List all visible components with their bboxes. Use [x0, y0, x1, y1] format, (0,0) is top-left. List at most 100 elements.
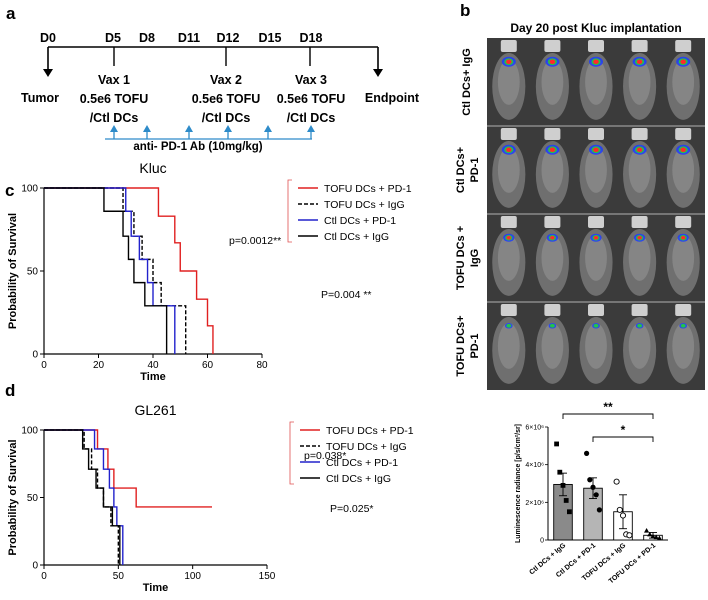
- mouse-body-highlight: [628, 235, 651, 281]
- mouse-holder: [675, 128, 692, 140]
- mouse-body-highlight: [672, 59, 695, 105]
- legend-label: TOFU DCs + PD-1: [324, 183, 412, 195]
- imaging-row-label: PD-1: [469, 157, 481, 182]
- signal-core: [636, 147, 643, 152]
- data-point: [560, 482, 566, 488]
- antibody-arrow-head-2: [185, 125, 193, 132]
- p-value-comparison: P=0.025*: [330, 503, 374, 515]
- signal-core: [549, 147, 556, 152]
- y-axis-title: Probability of Survival: [7, 439, 19, 555]
- mouse-body-highlight: [585, 235, 607, 281]
- legend-bracket: [287, 179, 292, 243]
- start-arrow-head: [43, 69, 53, 77]
- mouse-body-highlight: [628, 59, 651, 105]
- data-point: [647, 531, 653, 537]
- signal-core: [680, 236, 686, 240]
- x-tick-label: 100: [184, 571, 201, 582]
- antibody-arrow-head-3: [224, 125, 232, 132]
- mouse-holder: [631, 128, 648, 140]
- bar-y-tick-label: 0: [540, 538, 544, 545]
- mouse-body-highlight: [585, 147, 607, 193]
- day-label-d12: D12: [217, 31, 240, 45]
- legend-label: TOFU DCs + PD-1: [326, 425, 414, 437]
- mouse-body-highlight: [497, 147, 520, 193]
- signal-mid: [680, 323, 686, 328]
- x-axis-title: Time: [140, 371, 165, 383]
- signal-core: [506, 59, 512, 64]
- mouse-holder: [500, 304, 517, 316]
- signal-core: [550, 236, 555, 240]
- vax3-name: Vax 3: [295, 73, 327, 87]
- vax2-type: /Ctl DCs: [202, 111, 251, 125]
- survival-curve-1: [44, 429, 120, 565]
- treatment-timeline: D0 D5 D8 D11 D12 D15 D18 Tumor Endpoint …: [21, 31, 420, 153]
- legend-label: Ctl DCs + IgG: [326, 473, 391, 485]
- legend-label: Ctl DCs + IgG: [324, 231, 389, 243]
- signal-mid: [549, 323, 555, 328]
- mouse-holder: [544, 40, 561, 52]
- panel-letter-c: c: [5, 181, 14, 200]
- data-point: [593, 492, 599, 498]
- day-label-d8: D8: [139, 31, 155, 45]
- vax1-type: /Ctl DCs: [90, 111, 139, 125]
- x-tick-label: 80: [256, 360, 268, 371]
- significance-label: *: [621, 423, 626, 437]
- panel-letter-d: d: [5, 381, 15, 400]
- x-tick-label: 150: [259, 571, 276, 582]
- signal-core: [506, 236, 512, 240]
- data-point: [587, 477, 593, 483]
- mouse-body-highlight: [585, 59, 607, 105]
- panel-letter-b: b: [460, 1, 470, 20]
- mouse-body-highlight: [497, 323, 520, 369]
- imaging-row-label: TOFU DCs +: [455, 226, 467, 290]
- signal-mid: [637, 323, 643, 328]
- panel-letter-a: a: [6, 4, 16, 23]
- p-value-comparison: P=0.004 **: [321, 289, 372, 301]
- mouse-holder: [544, 216, 561, 228]
- signal-core: [636, 59, 643, 64]
- signal-core: [593, 236, 599, 240]
- mouse-holder: [544, 128, 561, 140]
- bar-y-tick-label: 4×10⁶: [525, 462, 544, 469]
- mouse-body-highlight: [628, 147, 651, 193]
- vax1-name: Vax 1: [98, 73, 130, 87]
- survival-chart-gl261: 0 50 100 0 50 100 150 Time Probability of Surviv…: [7, 402, 414, 594]
- data-point: [650, 533, 656, 539]
- bar-y-tick-label: 6×10⁶: [525, 425, 544, 432]
- data-point: [644, 527, 650, 533]
- signal-core: [549, 59, 556, 64]
- imaging-row-label: IgG: [469, 249, 481, 267]
- vax3-dose: 0.5e6 TOFU: [277, 92, 346, 106]
- mouse-body-highlight: [672, 147, 695, 193]
- bar-y-axis-title: Luminescence radiance [p/s/cm²/sr]: [515, 424, 522, 543]
- survival-curve-3: [44, 187, 168, 354]
- antibody-arrows: [105, 125, 315, 140]
- survival-curve-2: [44, 187, 176, 354]
- mouse-holder: [588, 40, 604, 52]
- data-point: [619, 512, 627, 519]
- y-tick-label: 50: [27, 267, 39, 278]
- imaging-row-label: Ctl DCs+: [455, 147, 467, 193]
- imaging-row-label: PD-1: [469, 333, 481, 358]
- mouse-body-highlight: [541, 59, 564, 105]
- mouse-holder: [675, 216, 692, 228]
- significance-label: **: [603, 400, 613, 414]
- signal-core: [593, 147, 599, 152]
- x-tick-label: 50: [113, 571, 125, 582]
- chart-title: GL261: [134, 402, 176, 418]
- survival-chart-kluc: 0 50 100 0 20 40 60 80 Time Probability of Surviv…: [7, 160, 412, 383]
- legend-bracket: [289, 421, 294, 485]
- day-label-d0: D0: [40, 31, 56, 45]
- signal-core: [506, 147, 512, 152]
- vax2-dose: 0.5e6 TOFU: [192, 92, 261, 106]
- mouse-holder: [588, 128, 604, 140]
- mouse-holder: [588, 216, 604, 228]
- data-point: [626, 532, 633, 539]
- day-label-d5: D5: [105, 31, 121, 45]
- antibody-arrow-head-0: [110, 125, 118, 132]
- mouse-body-highlight: [585, 323, 607, 369]
- day-label-d18: D18: [300, 31, 323, 45]
- day-label-d15: D15: [259, 31, 282, 45]
